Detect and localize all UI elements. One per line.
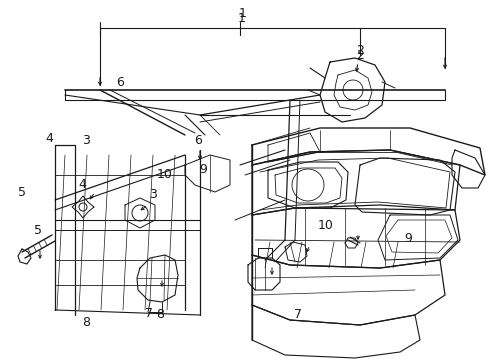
Text: 1: 1 [238, 12, 246, 24]
Text: 9: 9 [199, 163, 207, 176]
Text: 8: 8 [82, 316, 90, 329]
Text: 3: 3 [82, 134, 90, 147]
Text: 5: 5 [34, 224, 42, 237]
Text: 3: 3 [149, 188, 157, 201]
Text: 1: 1 [239, 7, 246, 20]
Text: 10: 10 [318, 219, 334, 231]
Text: 5: 5 [18, 186, 26, 199]
Text: 4: 4 [45, 132, 53, 145]
Text: 9: 9 [404, 231, 412, 244]
Text: 6: 6 [116, 76, 124, 89]
Text: 8: 8 [156, 309, 164, 321]
Text: 2: 2 [356, 49, 364, 62]
Text: 6: 6 [194, 134, 202, 147]
Text: 10: 10 [156, 168, 172, 181]
Text: 7: 7 [146, 307, 153, 320]
Text: 4: 4 [78, 177, 86, 190]
Text: 7: 7 [294, 309, 302, 321]
Text: 2: 2 [356, 44, 364, 57]
